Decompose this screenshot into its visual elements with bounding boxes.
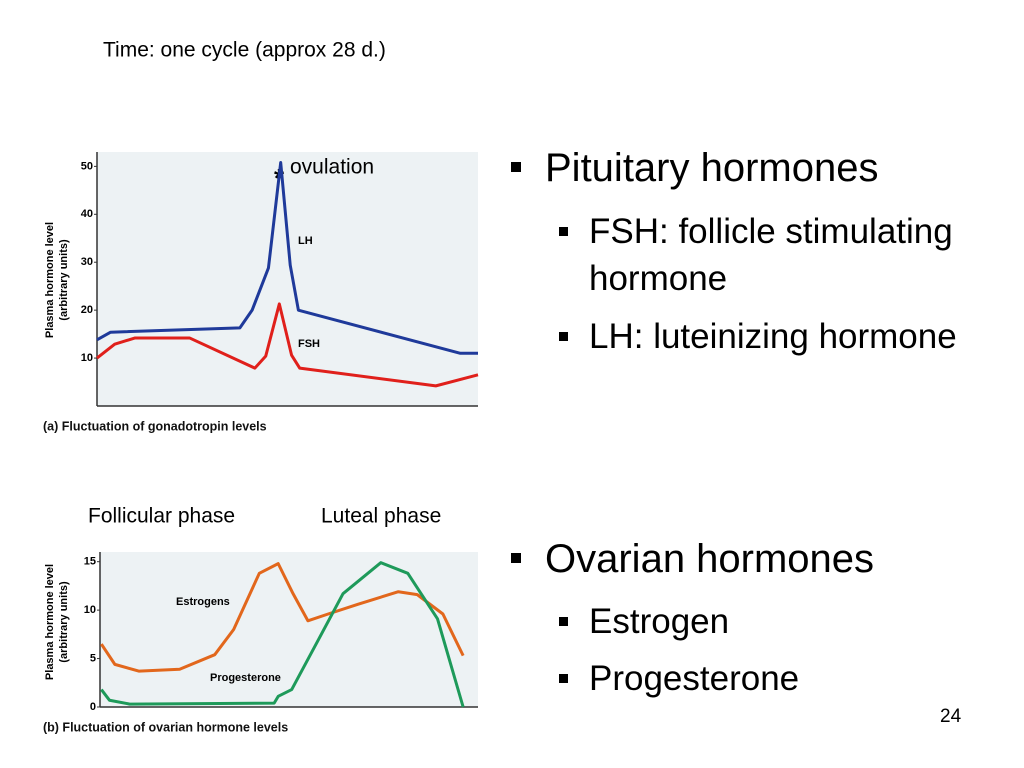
y-tick-label: 0	[90, 701, 96, 713]
sub-bullet: FSH: follicle stimulating hormone	[559, 208, 969, 302]
series-line	[96, 302, 479, 388]
y-tick-label: 50	[81, 160, 93, 172]
series-label: FSH	[298, 338, 320, 350]
series-label: LH	[298, 235, 313, 247]
y-label: (arbitrary units)	[58, 581, 70, 663]
page-number: 24	[940, 706, 962, 727]
phase-label: Follicular phase	[88, 505, 235, 528]
series-line	[100, 562, 465, 673]
series-label: Progesterone	[210, 672, 281, 684]
plot-bg	[100, 552, 478, 707]
y-label: Plasma hormone level	[44, 564, 56, 680]
phase-label: Luteal phase	[321, 505, 441, 528]
bullet: Ovarian hormones	[510, 537, 875, 581]
chart-title: (b) Fluctuation of ovarian hormone level…	[43, 720, 288, 734]
sub-bullet: Estrogen	[559, 598, 969, 645]
sub-bullet: Progesterone	[559, 655, 969, 702]
plot-bg	[97, 152, 478, 406]
ovulation-label: ovulation	[290, 156, 374, 179]
y-tick-label: 15	[84, 556, 96, 568]
y-tick-label: 10	[81, 352, 93, 364]
y-tick-label: 20	[81, 304, 93, 316]
series-line	[96, 161, 478, 355]
y-tick-label: 5	[90, 652, 96, 664]
y-tick-label: 10	[84, 604, 96, 616]
y-tick-label: 30	[81, 256, 93, 268]
bullet: Pituitary hormones	[510, 146, 879, 190]
series-line	[100, 561, 465, 708]
y-label: (arbitrary units)	[58, 239, 70, 321]
y-tick-label: 40	[81, 208, 93, 220]
header-title: Time: one cycle (approx 28 d.)	[103, 39, 386, 62]
series-label: Estrogens	[176, 596, 230, 608]
y-label: Plasma hormone level	[44, 222, 56, 338]
sub-bullet: LH: luteinizing hormone	[559, 313, 969, 360]
chart-title: (a) Fluctuation of gonadotropin levels	[43, 419, 267, 433]
